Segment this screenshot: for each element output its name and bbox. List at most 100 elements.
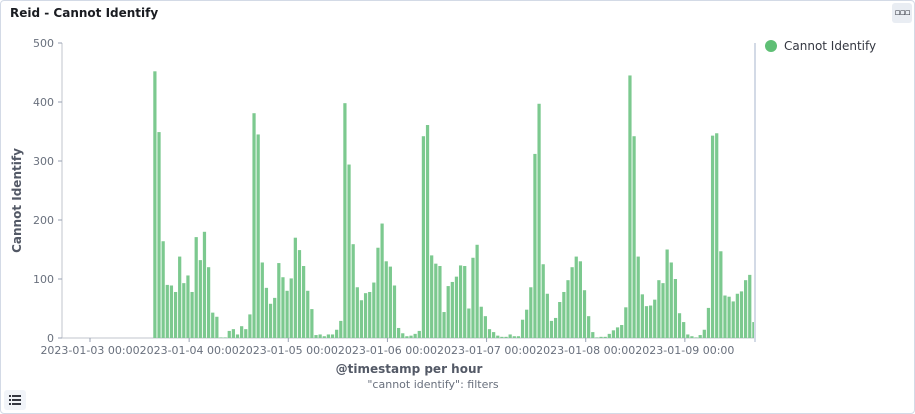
bar [409,335,413,338]
bar [248,314,252,338]
x-tick-label: 2023-01-08 00:00 [536,344,635,357]
bar [702,329,706,338]
bar [285,290,289,338]
bar [591,332,595,338]
bar [388,266,392,338]
x-tick-label: 2023-01-07 00:00 [437,344,536,357]
x-axis-subtitle: "cannot identify": filters [367,378,499,391]
bar [578,261,582,338]
bar [231,329,235,338]
bar [624,307,628,338]
bar [719,251,723,338]
bar [405,336,409,338]
bar [549,320,554,338]
bar [318,334,322,338]
bar [479,306,483,338]
bar [425,125,430,338]
panel-options-button[interactable]: ▫▫▫ [892,3,912,23]
bar [227,330,231,338]
legend-item-cannot-identify[interactable]: Cannot Identify [765,39,876,53]
bar [731,301,735,338]
bar [281,277,285,338]
bar [363,293,368,338]
bar [620,325,624,338]
bar [752,322,756,338]
bar [744,280,748,338]
x-tick-label: 2023-01-09 00:00 [635,344,734,357]
bar [496,335,500,338]
bar [673,279,678,338]
legend-color-dot [765,40,777,52]
bar [463,266,467,338]
bar [615,327,620,338]
bar [570,267,574,338]
bar [190,291,194,338]
bar [219,337,223,338]
bar [595,337,599,338]
bar [603,336,607,338]
bar [186,275,190,338]
bar [458,265,463,338]
bar [450,281,454,338]
panel-title: Reid - Cannot Identify [10,6,159,20]
bar [301,266,306,338]
ellipsis-icon: ▫▫▫ [894,8,910,18]
bar [525,309,529,338]
bar [454,276,459,338]
bar [434,263,438,338]
bar [665,249,669,338]
bar [504,336,508,338]
list-icon [9,395,21,405]
bar [529,287,533,338]
bar [343,103,347,339]
bar [178,256,182,338]
bar [169,285,174,338]
bar [698,335,702,338]
bar [359,300,364,338]
bar [727,296,731,338]
bar [310,309,314,338]
bar [256,134,260,338]
bar [648,305,653,338]
bar [512,336,516,338]
bar [347,164,351,338]
bar [562,291,566,338]
bar [380,223,384,338]
bar [368,291,372,338]
bar [397,327,401,338]
bar [339,320,343,338]
bar [611,330,616,338]
bar [289,278,293,338]
y-tick-label: 200 [33,214,54,227]
bar [574,256,578,338]
bar [421,136,426,338]
bar [161,241,165,338]
bar [483,316,487,338]
bar [739,291,744,338]
bar [157,132,161,338]
bar [314,335,318,338]
bar [446,286,450,338]
bar [277,263,281,338]
bar [442,312,446,338]
bar [516,336,521,338]
x-axis-title: @timestamp per hour [336,362,483,376]
bar [351,244,355,338]
bar [235,334,240,338]
y-tick-label: 400 [33,96,54,109]
bar [215,316,219,338]
bar [686,334,690,338]
bar [173,291,178,338]
legend-toggle-button[interactable] [4,390,26,410]
bar [330,334,335,338]
bar [682,322,686,338]
bar [206,267,211,338]
bar [384,261,388,338]
x-tick-label: 2023-01-06 00:00 [338,344,437,357]
y-axis-title: Cannot Identify [10,148,24,253]
x-tick-label: 2023-01-05 00:00 [239,344,338,357]
bar [508,334,512,338]
bar [467,308,471,338]
bar [710,135,715,338]
bar [520,319,525,338]
